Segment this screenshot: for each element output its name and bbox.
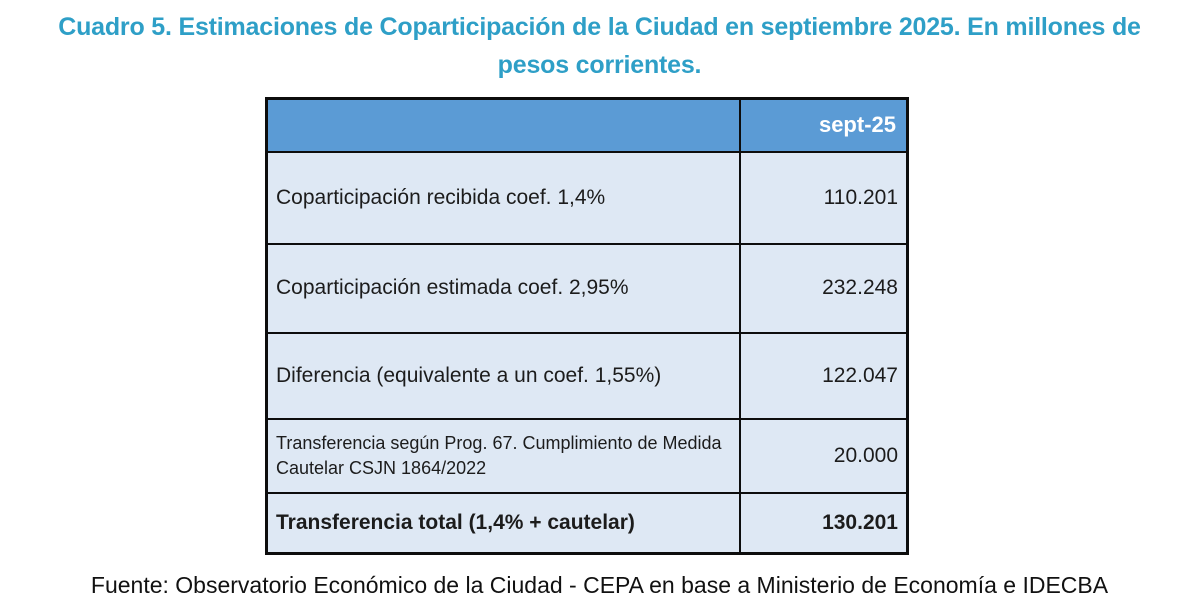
total-row-label: Transferencia total (1,4% + cautelar) xyxy=(265,491,741,555)
table-header-row: sept-25 xyxy=(265,97,909,153)
header-empty-cell xyxy=(265,97,741,153)
table-title: Cuadro 5. Estimaciones de Coparticipació… xyxy=(58,13,1141,79)
row-label: Coparticipación estimada coef. 2,95% xyxy=(265,242,741,334)
table-row: Coparticipación estimada coef. 2,95% 232… xyxy=(265,242,909,334)
table-row: Transferencia según Prog. 67. Cumplimien… xyxy=(265,417,909,494)
row-value: 122.047 xyxy=(738,331,909,420)
row-label: Coparticipación recibida coef. 1,4% xyxy=(265,150,741,245)
row-value: 232.248 xyxy=(738,242,909,334)
row-label: Diferencia (equivalente a un coef. 1,55%… xyxy=(265,331,741,420)
source-note: Fuente: Observatorio Económico de la Ciu… xyxy=(90,572,1109,598)
header-period-cell: sept-25 xyxy=(738,97,909,153)
row-value: 20.000 xyxy=(738,417,909,494)
table-row: Coparticipación recibida coef. 1,4% 110.… xyxy=(265,150,909,245)
table-row: Diferencia (equivalente a un coef. 1,55%… xyxy=(265,331,909,420)
total-row-value: 130.201 xyxy=(738,491,909,555)
row-value: 110.201 xyxy=(738,150,909,245)
row-label: Transferencia según Prog. 67. Cumplimien… xyxy=(265,417,741,494)
table-total-row: Transferencia total (1,4% + cautelar) 13… xyxy=(265,491,909,555)
coparticipacion-table: sept-25 Coparticipación recibida coef. 1… xyxy=(265,97,909,555)
